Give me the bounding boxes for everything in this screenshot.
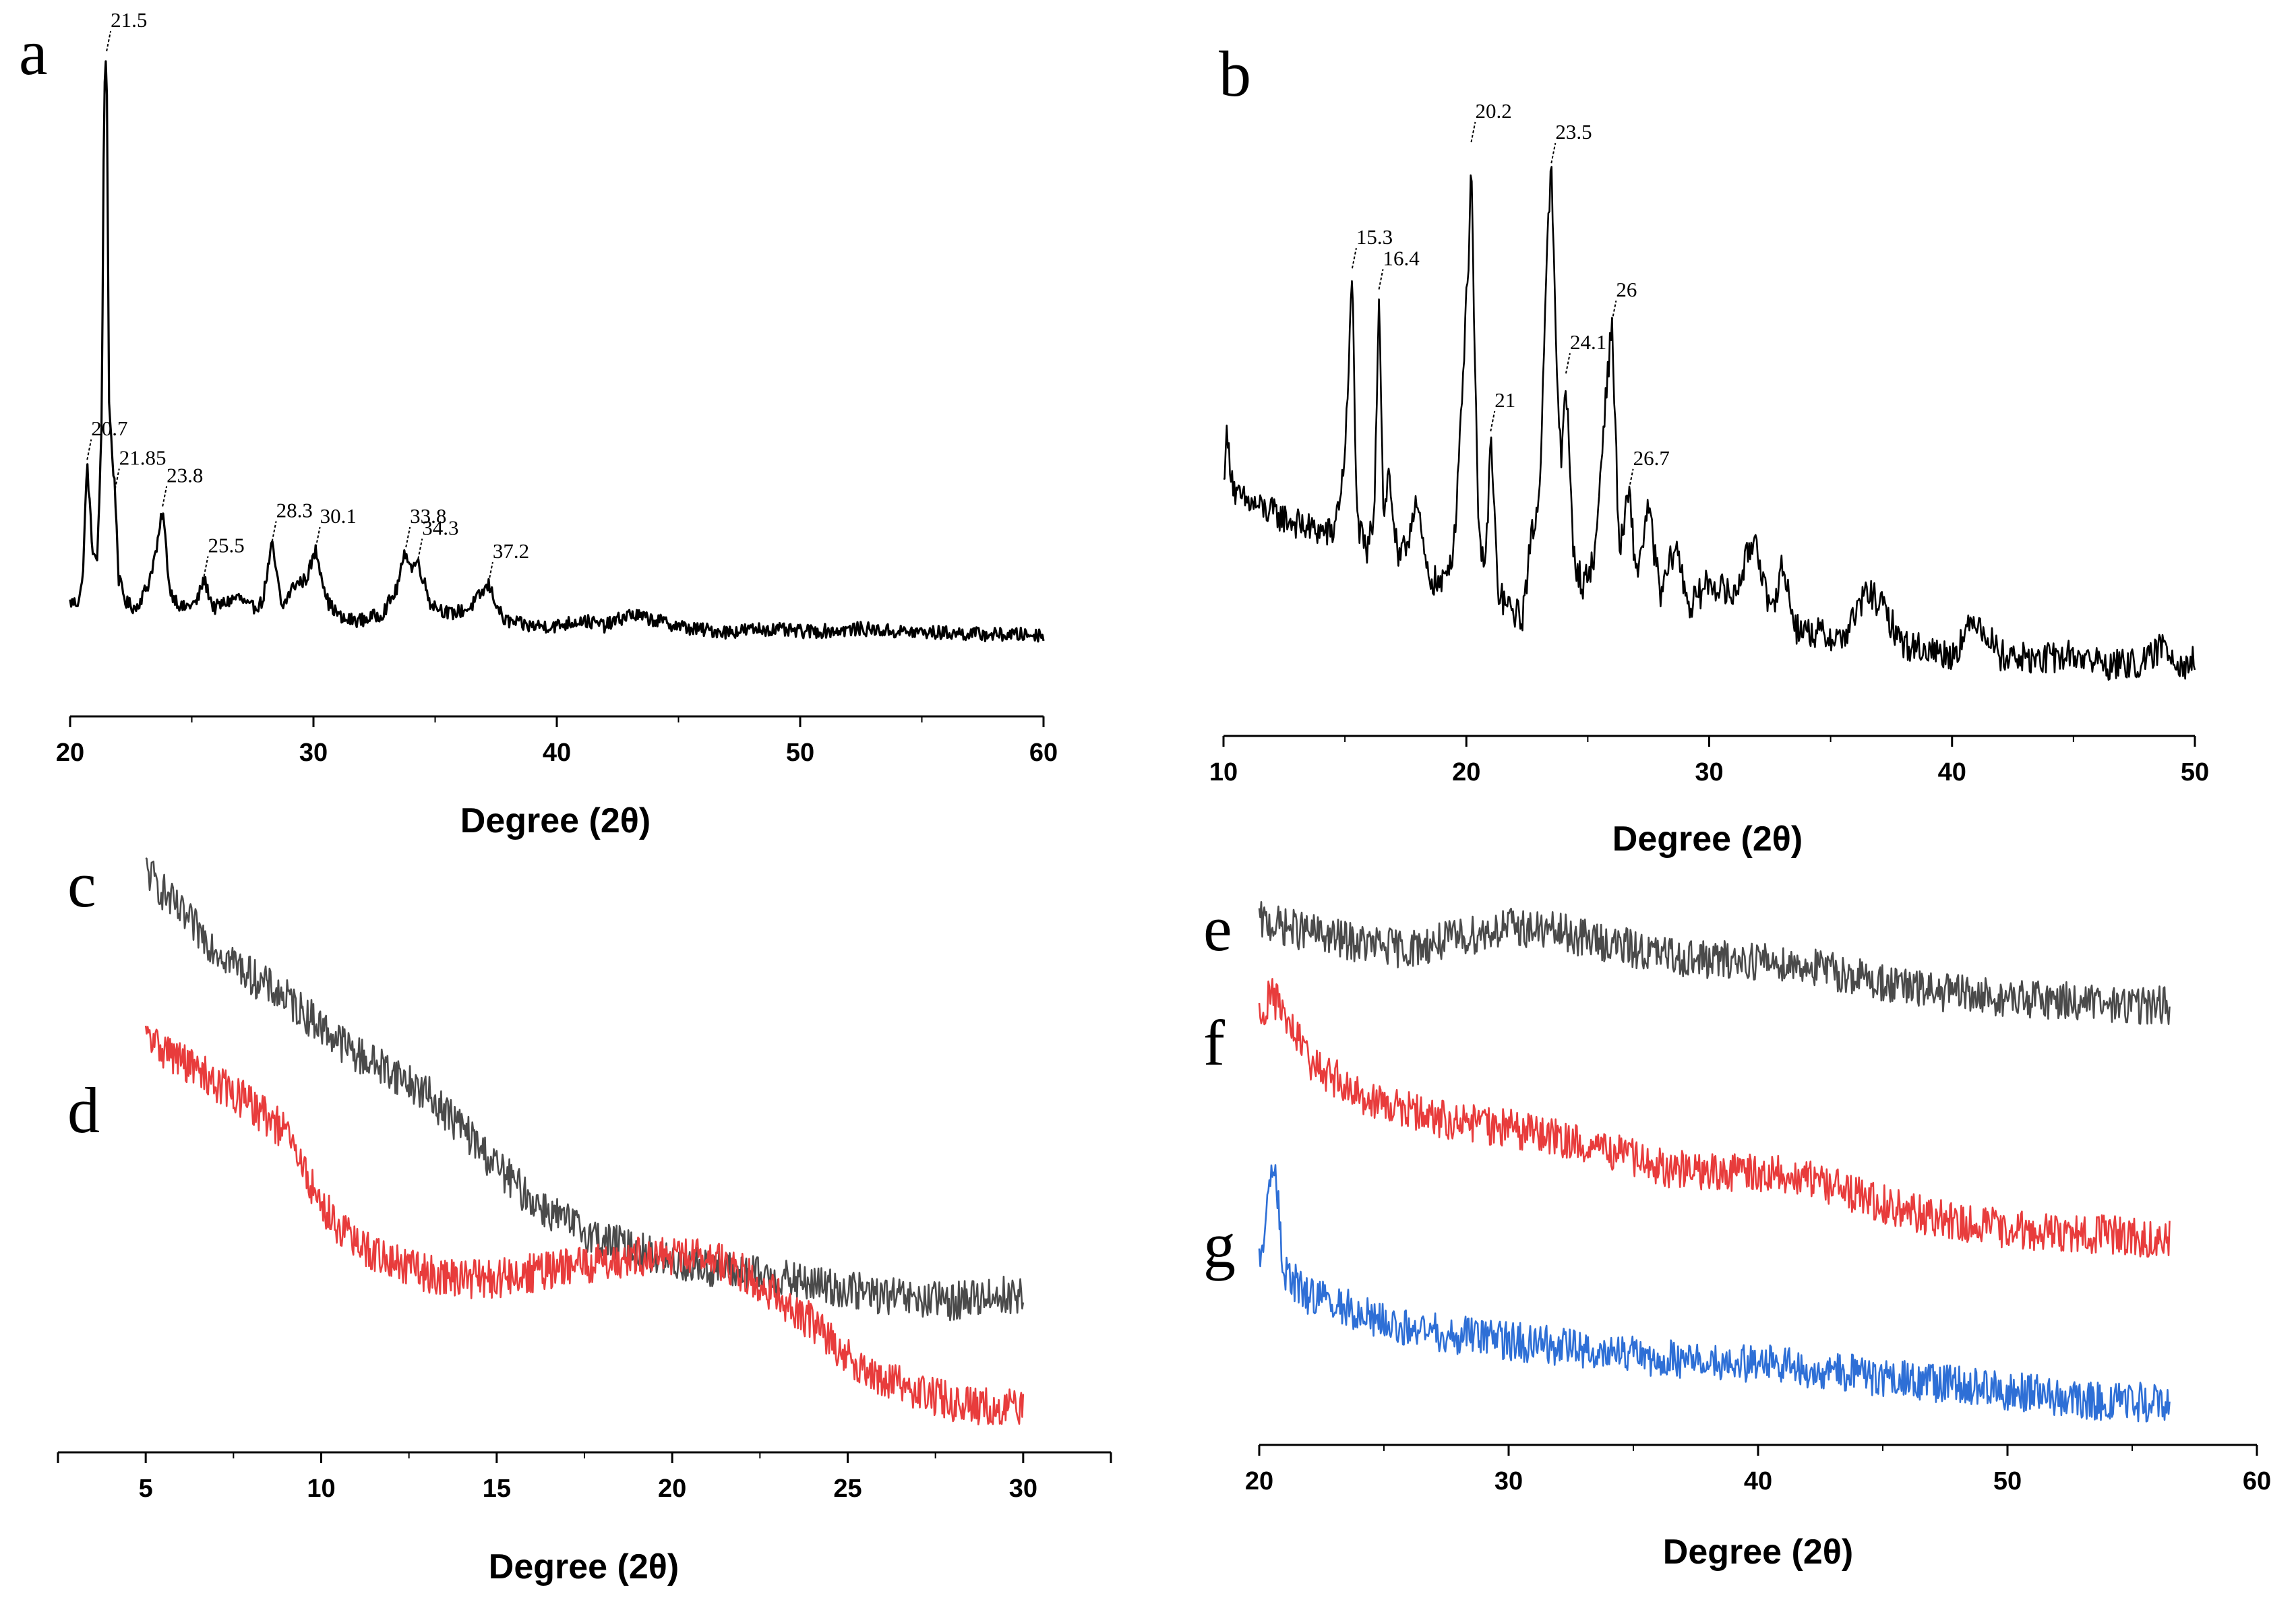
peak-label: 26 [1616, 278, 1637, 301]
series-line-efg-1 [1258, 978, 2171, 1258]
x-tick-label: 20 [658, 1475, 686, 1503]
series-line-efg-0 [1258, 901, 2171, 1025]
x-tick-label: 30 [1695, 758, 1723, 786]
x-tick-label: 30 [1009, 1475, 1037, 1503]
peak-leader-line [1490, 410, 1496, 432]
panel-letter-c: c [67, 848, 96, 921]
peak-leader-line [1611, 301, 1617, 321]
x-axis-title-cd: Degree (2θ) [489, 1547, 679, 1586]
x-tick-label: 30 [299, 739, 328, 767]
x-tick-label: 15 [483, 1475, 511, 1503]
peak-label: 24.1 [1570, 330, 1606, 354]
peak-leader-line [203, 556, 209, 577]
x-tick-label: 5 [139, 1475, 153, 1503]
peak-label: 21.85 [119, 446, 167, 470]
peak-leader-line [315, 526, 321, 548]
peak-label: 23.8 [167, 463, 203, 487]
panel-letter-e: e [1203, 892, 1232, 964]
peak-leader-line [114, 468, 120, 489]
x-tick-label: 25 [833, 1475, 862, 1503]
x-tick-label: 10 [307, 1475, 335, 1503]
x-tick-label: 50 [1993, 1467, 2022, 1495]
peak-label: 20.2 [1475, 99, 1511, 123]
peak-label: 28.3 [276, 498, 313, 522]
peak-label: 34.3 [422, 516, 458, 539]
x-tick-label: 60 [1029, 739, 1058, 767]
peak-leader-line [405, 526, 411, 548]
panel-letter-g: g [1203, 1209, 1236, 1281]
peak-label: 21 [1494, 388, 1515, 412]
peak-leader-line [1351, 248, 1357, 269]
peak-leader-line [1565, 353, 1571, 374]
series-line-a-0 [69, 60, 1045, 643]
x-tick-label: 20 [56, 739, 84, 767]
x-axis-title-a: Degree (2θ) [460, 801, 651, 840]
x-tick-label: 50 [2181, 758, 2209, 786]
peak-leader-line [1550, 143, 1557, 164]
panel-letter-f: f [1203, 1007, 1225, 1079]
peak-leader-line [1378, 269, 1384, 290]
peak-label: 20.7 [91, 416, 127, 440]
panel-letter-b: b [1219, 38, 1251, 110]
peak-label: 37.2 [493, 539, 529, 563]
x-tick-label: 60 [2243, 1467, 2271, 1495]
x-axis-title-b: Degree (2θ) [1612, 820, 1803, 859]
x-axis-title-efg: Degree (2θ) [1663, 1533, 1853, 1572]
x-tick-label: 10 [1209, 758, 1238, 786]
series-line-cd-0 [145, 857, 1025, 1322]
panel-letter-a: a [19, 16, 48, 88]
peak-leader-line [417, 538, 423, 559]
peak-leader-line [271, 521, 277, 542]
chart-panel-efg: 20 30 40 50 60 [1245, 901, 2271, 1495]
panel-letter-d: d [67, 1074, 100, 1146]
x-tick-label: 40 [543, 739, 571, 767]
peak-leader-line [106, 30, 112, 52]
peak-leader-line [1470, 121, 1476, 143]
peak-label: 25.5 [208, 533, 245, 557]
x-tick-label: 40 [1938, 758, 1966, 786]
peak-label: 15.3 [1356, 225, 1393, 249]
peak-label: 30.1 [320, 504, 357, 528]
peak-leader-line [162, 486, 168, 507]
x-tick-label: 20 [1452, 758, 1480, 786]
series-line-efg-2 [1258, 1164, 2171, 1423]
peak-label: 23.5 [1555, 120, 1592, 144]
series-line-cd-1 [144, 1025, 1025, 1425]
peak-label: 33.8 [410, 504, 446, 528]
peak-label: 26.7 [1633, 446, 1670, 470]
x-tick-label: 20 [1245, 1467, 1273, 1495]
chart-panel-cd: 5 10 15 20 25 30 [57, 857, 1112, 1503]
peak-leader-line [487, 561, 493, 583]
peak-label: 21.5 [111, 8, 147, 32]
chart-panel-b: 10 20 30 40 50 15.316.4 20.2 21 23.5 24.1 26 26.7 [1209, 99, 2209, 786]
peak-leader-line [1628, 468, 1634, 489]
x-tick-label: 30 [1494, 1467, 1523, 1495]
peak-label: 16.4 [1383, 246, 1420, 270]
series-line-b-0 [1223, 166, 2196, 681]
peak-leader-line [86, 439, 92, 460]
x-tick-label: 50 [786, 739, 814, 767]
x-tick-label: 40 [1744, 1467, 1772, 1495]
